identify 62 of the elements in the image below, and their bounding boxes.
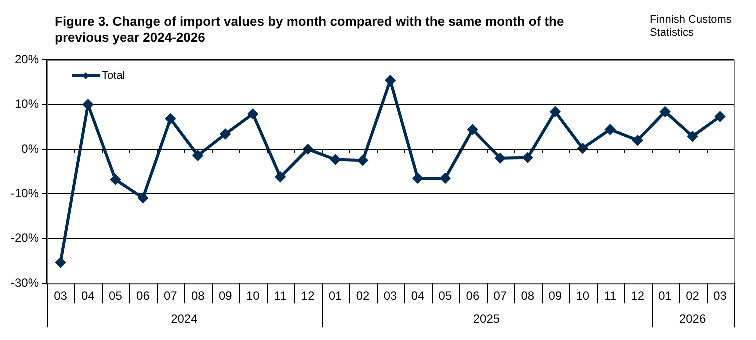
x-tick-label: 08 bbox=[191, 289, 206, 304]
point bbox=[632, 135, 643, 146]
point bbox=[220, 129, 231, 140]
point bbox=[550, 106, 560, 117]
x-tick-label: 09 bbox=[548, 289, 562, 304]
point bbox=[440, 174, 450, 184]
x-tick-label: 01 bbox=[658, 289, 672, 304]
point bbox=[522, 152, 533, 163]
point bbox=[412, 174, 423, 184]
point bbox=[358, 156, 368, 166]
point bbox=[110, 174, 121, 185]
chart-title: Figure 3. Change of import values by month compared with the same month of the previous year 2024-2026 bbox=[55, 14, 566, 46]
x-tick-label: 07 bbox=[494, 289, 508, 304]
x-tick-label: 06 bbox=[466, 289, 480, 304]
x-tick-label: 05 bbox=[438, 289, 452, 304]
x-tick-label: 03 bbox=[54, 289, 68, 304]
point bbox=[386, 76, 396, 86]
point bbox=[138, 193, 148, 204]
point bbox=[83, 100, 94, 110]
point bbox=[715, 112, 726, 122]
x-tick-label: 02 bbox=[686, 289, 700, 304]
text: 2024 bbox=[171, 312, 198, 326]
point bbox=[276, 172, 286, 182]
x-tick-label: 08 bbox=[521, 289, 535, 304]
x-tick-label: 12 bbox=[301, 289, 316, 304]
x-tick-label: 01 bbox=[328, 289, 343, 304]
x-tick-label: 09 bbox=[218, 289, 233, 304]
x-tick-label: 03 bbox=[714, 289, 728, 304]
x-tick-label: 03 bbox=[384, 289, 398, 304]
point bbox=[495, 153, 506, 164]
y-tick-label: 20% bbox=[14, 52, 40, 66]
x-tick-label: 11 bbox=[274, 289, 288, 304]
x-tick-label: 12 bbox=[631, 289, 645, 304]
x-tick-label: 10 bbox=[576, 289, 590, 304]
point bbox=[330, 154, 341, 165]
point bbox=[660, 106, 670, 117]
point bbox=[303, 144, 314, 154]
x-tick-label: 02 bbox=[356, 289, 370, 304]
x-tick-label: 04 bbox=[411, 289, 425, 304]
x-tick-label: 05 bbox=[109, 289, 123, 304]
point bbox=[468, 124, 478, 135]
y-tick-label: 10% bbox=[14, 97, 40, 112]
y-tick-label: -20% bbox=[11, 231, 40, 246]
x-tick-label: 11 bbox=[604, 289, 617, 304]
x-tick-label: 10 bbox=[246, 289, 260, 304]
x-tick-label: 07 bbox=[164, 289, 178, 304]
y-tick-label: -30% bbox=[11, 276, 40, 290]
point bbox=[56, 258, 66, 268]
text: Finnish Customs Statistics bbox=[650, 14, 733, 40]
y-tick-label: -10% bbox=[11, 186, 40, 200]
y-tick-label: 0% bbox=[22, 142, 40, 156]
x-tick-label: 04 bbox=[82, 289, 96, 304]
text: 2026 bbox=[679, 312, 706, 326]
point bbox=[688, 131, 698, 142]
point bbox=[193, 150, 204, 161]
x-tick-label: 06 bbox=[136, 289, 150, 304]
point bbox=[166, 114, 176, 124]
point bbox=[248, 109, 258, 120]
point bbox=[605, 124, 616, 135]
point bbox=[578, 144, 588, 154]
text: 2025 bbox=[473, 312, 500, 326]
legend-label: Total bbox=[102, 70, 126, 82]
